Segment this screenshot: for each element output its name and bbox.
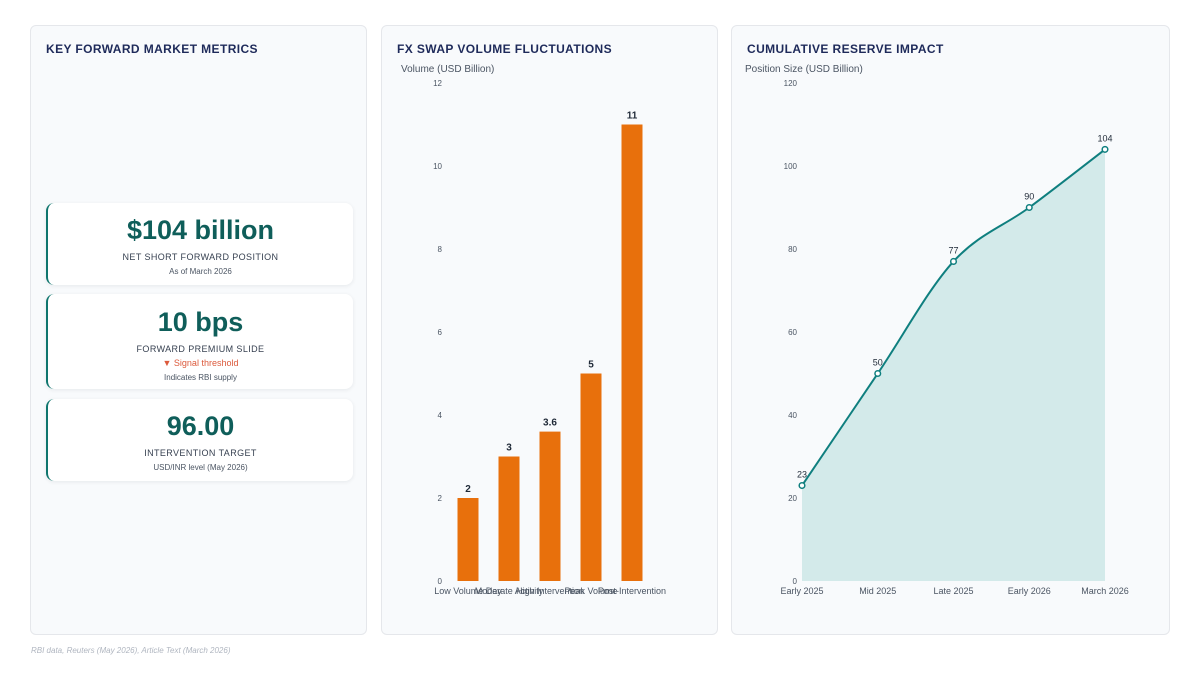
line-chart-ylabel: Position Size (USD Billion) (745, 64, 863, 75)
metric-signal: ▼ Signal threshold (162, 358, 239, 368)
bar-x-tick-label: Moderate Activity (475, 586, 544, 596)
line-chart-title: CUMULATIVE RESERVE IMPACT (747, 42, 944, 56)
bar-y-tick-label: 12 (433, 79, 442, 88)
metric-label: FORWARD PREMIUM SLIDE (136, 344, 265, 354)
line-y-tick-label: 40 (788, 411, 797, 420)
bar (498, 456, 520, 581)
bar-y-tick-label: 0 (438, 577, 443, 586)
bar-data-label: 5 (588, 360, 594, 371)
bar-data-label: 3.6 (543, 418, 557, 429)
bar-x-tick-label: Low Volume Day (434, 586, 502, 596)
point-data-label: 77 (948, 245, 958, 255)
line-x-tick-label: Late 2025 (933, 586, 973, 596)
line-y-tick-label: 0 (793, 577, 798, 586)
bar-data-label: 2 (465, 484, 471, 495)
data-point (1101, 145, 1109, 153)
bar-y-tick-label: 8 (438, 245, 443, 254)
point-data-label: 90 (1024, 192, 1034, 202)
data-point (1025, 203, 1033, 212)
bar-chart: Volume (USD Billion) 0 2 4 6 8 10 12 Low Volume… (401, 64, 666, 596)
bar (457, 498, 479, 581)
bar (621, 124, 643, 581)
line-x-tick-label: Mid 2025 (859, 586, 896, 596)
line-x-tick-label: March 2026 (1081, 586, 1129, 596)
bar-y-tick-label: 2 (438, 494, 443, 503)
bar-y-tick-label: 10 (433, 162, 442, 171)
line-y-tick-label: 60 (788, 328, 797, 337)
bar-x-tick-label: Peak Volume (564, 586, 617, 596)
metric-value: 10 bps (157, 307, 244, 337)
line-y-tick-label: 120 (784, 79, 798, 88)
metric-card-intervention-target: 96.00 INTERVENTION TARGET USD/INR level … (46, 399, 353, 481)
data-point (798, 482, 806, 490)
point-data-label: 50 (873, 358, 883, 368)
bar-x-tick-label: High Intervention (516, 586, 584, 596)
metric-card-net-short: $104 billion NET SHORT FORWARD POSITION … (46, 203, 353, 285)
bar-data-label: 11 (627, 111, 638, 122)
bar-x-tick-label: Post-Intervention (598, 586, 666, 596)
metrics-panel-title: KEY FORWARD MARKET METRICS (46, 42, 258, 56)
metric-label: NET SHORT FORWARD POSITION (122, 252, 279, 262)
metric-value: $104 billion (126, 215, 275, 245)
line-chart-panel: CUMULATIVE RESERVE IMPACT Position Size … (731, 25, 1170, 635)
bar-chart-ylabel: Volume (USD Billion) (401, 64, 494, 75)
point-data-label: 23 (797, 470, 807, 480)
line-chart: Position Size (USD Billion) 0 20 40 60 80 100… (745, 64, 1129, 596)
series-line (801, 148, 1106, 487)
line-y-tick-label: 100 (784, 162, 798, 171)
bar-y-tick-label: 4 (438, 411, 443, 420)
data-point (874, 369, 882, 378)
bar-y-tick-label: 6 (438, 328, 443, 337)
line-y-tick-label: 20 (788, 494, 797, 503)
metric-card-forward-premium: 10 bps FORWARD PREMIUM SLIDE ▼ Signal th… (46, 294, 353, 389)
point-data-label: 104 (1097, 133, 1112, 143)
metric-note: As of March 2026 (169, 267, 232, 276)
metrics-panel: KEY FORWARD MARKET METRICS $104 billion … (30, 25, 367, 635)
metric-note: Indicates RBI supply (164, 373, 237, 382)
bar-chart-title: FX SWAP VOLUME FLUCTUATIONS (397, 42, 613, 56)
metric-label: INTERVENTION TARGET (144, 448, 257, 458)
line-y-tick-label: 80 (788, 245, 797, 254)
bar-data-label: 3 (506, 443, 512, 454)
area-fill (802, 149, 1105, 581)
metric-value: 96.00 (166, 411, 235, 441)
line-x-tick-label: Early 2026 (1008, 586, 1051, 596)
bar-chart-panel: FX SWAP VOLUME FLUCTUATIONS Volume (USD … (381, 25, 718, 635)
line-x-tick-label: Early 2025 (780, 586, 823, 596)
bar (539, 431, 561, 581)
bar (580, 373, 602, 581)
data-point (949, 257, 958, 265)
metric-note: USD/INR level (May 2026) (153, 463, 248, 472)
source-note: RBI data, Reuters (May 2026), Article Te… (31, 646, 231, 655)
